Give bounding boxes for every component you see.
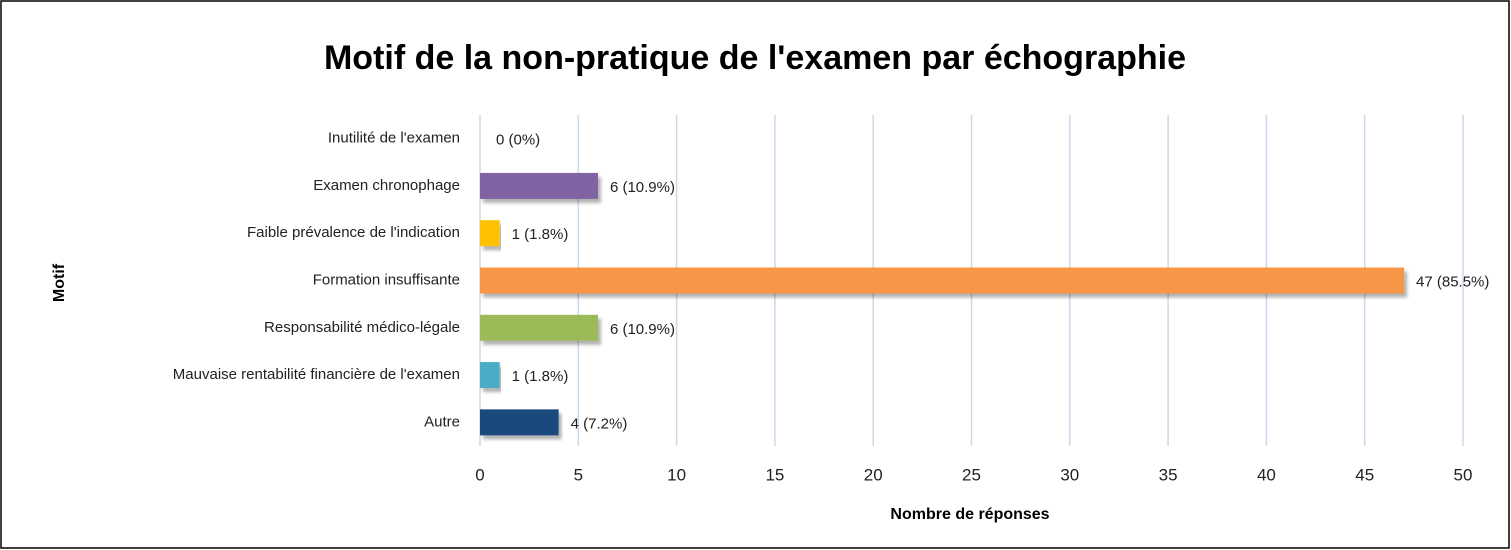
data-label: 4 (7.2%) — [571, 415, 628, 432]
x-tick-label: 5 — [574, 465, 583, 484]
bar — [480, 267, 1405, 294]
bar — [480, 409, 559, 436]
data-label: 47 (85.5%) — [1416, 273, 1489, 290]
y-tick-label: Faible prévalence de l'indication — [247, 224, 460, 241]
y-tick-label: Inutilité de l'examen — [328, 130, 460, 147]
x-tick-label: 10 — [667, 465, 686, 484]
x-tick-label: 50 — [1454, 465, 1473, 484]
y-tick-label: Autre — [424, 413, 460, 430]
y-tick-label: Mauvaise rentabilité financière de l'exa… — [173, 366, 460, 383]
x-axis-title: Nombre de réponses — [890, 506, 1049, 523]
bar — [480, 172, 598, 199]
data-label: 1 (1.8%) — [512, 226, 569, 243]
y-tick-label: Formation insuffisante — [313, 271, 460, 288]
bar — [480, 314, 598, 341]
x-tick-label: 35 — [1159, 465, 1178, 484]
bar — [480, 362, 500, 389]
data-label: 1 (1.8%) — [512, 368, 569, 385]
x-tick-label: 30 — [1060, 465, 1079, 484]
x-tick-label: 40 — [1257, 465, 1276, 484]
y-tick-label: Examen chronophage — [313, 177, 460, 194]
x-tick-label: 15 — [765, 465, 784, 484]
x-tick-label: 20 — [864, 465, 883, 484]
chart-title: Motif de la non-pratique de l'examen par… — [324, 39, 1186, 77]
x-tick-label: 45 — [1355, 465, 1374, 484]
y-axis-title: Motif — [51, 263, 68, 302]
data-label: 0 (0%) — [496, 132, 540, 149]
data-label: 6 (10.9%) — [610, 179, 675, 196]
x-tick-label: 25 — [962, 465, 981, 484]
x-tick-label: 0 — [475, 465, 484, 484]
y-tick-label: Responsabilité médico-légale — [264, 319, 460, 336]
bar — [480, 220, 500, 247]
data-label: 6 (10.9%) — [610, 321, 675, 338]
